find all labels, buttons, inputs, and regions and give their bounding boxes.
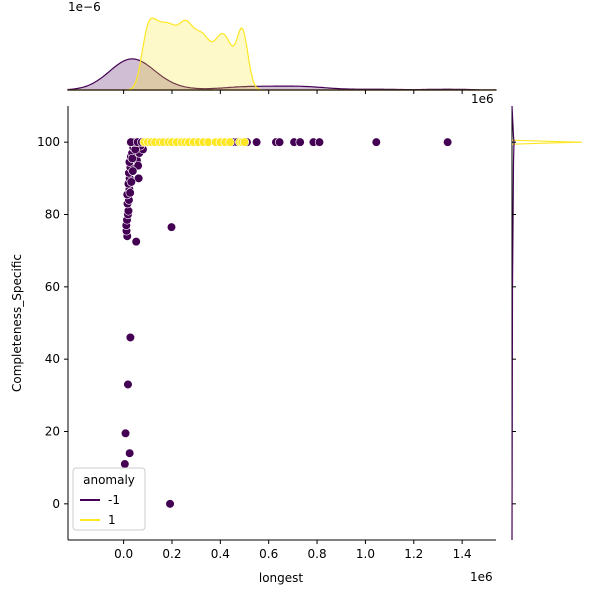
right-kde-anomaly-minus1 [511, 105, 515, 541]
scatter-point-anomaly-minus1 [165, 499, 175, 509]
y-tick-label: 40 [45, 352, 60, 366]
scatter-point-anomaly-1 [225, 137, 235, 147]
x-tick-label: 0.2 [162, 547, 181, 561]
scatter-point-anomaly-minus1 [120, 459, 130, 469]
scatter-point-anomaly-minus1 [131, 237, 141, 247]
scatter-point-anomaly-minus1 [127, 153, 137, 164]
scatter-point-anomaly-minus1 [443, 137, 453, 147]
y-tick-label: 100 [37, 135, 60, 149]
top-kde-anomaly-minus1 [67, 58, 497, 91]
scatter-point-anomaly-minus1 [314, 137, 325, 147]
scatter-points [120, 137, 453, 509]
scatter-point-anomaly-minus1 [295, 137, 305, 147]
right-kde-anomaly-1 [511, 139, 583, 145]
legend-entry-minus1: -1 [108, 493, 120, 507]
scatter-point-anomaly-minus1 [125, 448, 135, 458]
y-axis-ticks: 0 20 40 60 80 100 [37, 135, 516, 511]
scatter-point-anomaly-minus1 [166, 222, 177, 232]
scatter-point-anomaly-minus1 [274, 137, 285, 147]
x-axis-ticks: 0.0 0.2 0.4 0.6 0.8 1.0 1.2 1.4 [114, 90, 472, 561]
scatter-point-anomaly-minus1 [134, 173, 144, 183]
x-tick-label: 0.0 [114, 547, 133, 561]
x-tick-label: 1.4 [453, 547, 472, 561]
top-marginal-offset-label: 1e−6 [68, 0, 101, 14]
legend-box [72, 467, 146, 531]
scatter-point-anomaly-minus1 [371, 137, 381, 147]
x-offset-label: 1e6 [470, 570, 493, 584]
top-marginal-density: 1e−6 [67, 0, 497, 91]
y-tick-label: 60 [45, 280, 60, 294]
legend-title: anomaly [83, 473, 135, 487]
x-tick-label: 1.2 [404, 547, 423, 561]
scatter-point-anomaly-minus1 [125, 332, 135, 343]
scatter-point-anomaly-minus1 [120, 428, 131, 438]
legend-entry-1: 1 [108, 513, 116, 527]
y-tick-label: 80 [45, 208, 60, 222]
scatter-point-anomaly-minus1 [123, 379, 133, 390]
x-tick-label: 0.8 [308, 547, 327, 561]
scatter-point-anomaly-minus1 [126, 177, 136, 187]
right-marginal-density [511, 105, 583, 541]
x-tick-label: 0.6 [259, 547, 278, 561]
top-offset-label: 1e6 [471, 92, 494, 106]
y-tick-label: 0 [52, 497, 60, 511]
x-tick-label: 0.4 [211, 547, 230, 561]
scatter-point-anomaly-minus1 [128, 166, 138, 176]
y-axis-label: Completeness_Specific [10, 254, 24, 392]
scatter-point-anomaly-minus1 [125, 188, 135, 198]
scatter-point-anomaly-1 [239, 137, 250, 147]
x-axis-label: longest [259, 571, 304, 585]
y-tick-label: 20 [45, 425, 60, 439]
scatter-point-anomaly-minus1 [252, 137, 262, 147]
main-scatter-axes: 0.0 0.2 0.4 0.6 0.8 1.0 1.2 1.4 0 20 40 60 80 100 1e… [10, 90, 516, 585]
legend: anomaly -1 1 [72, 467, 146, 531]
x-tick-label: 1.0 [356, 547, 375, 561]
